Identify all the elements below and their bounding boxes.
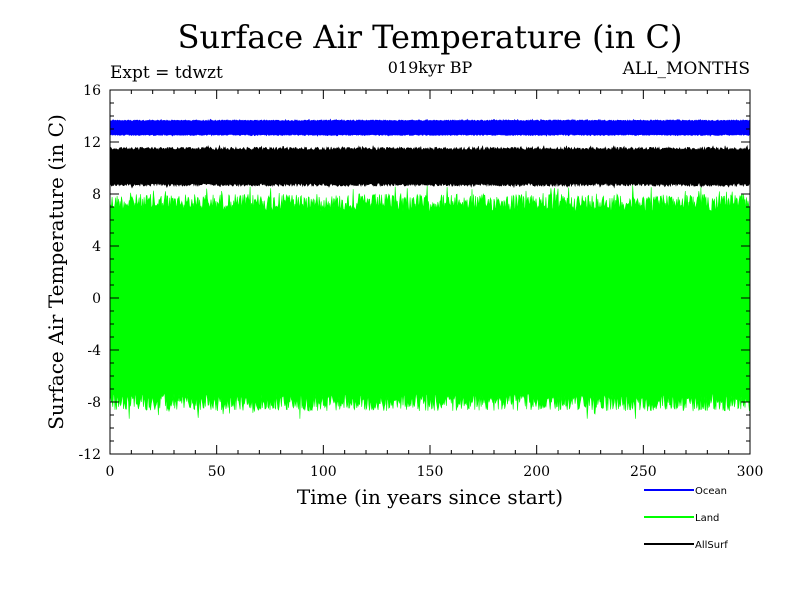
y-tick-label: 8 [92, 187, 101, 203]
series-layer [109, 118, 751, 419]
y-tick-label: -8 [87, 395, 101, 411]
y-axis-label: Surface Air Temperature (in C) [44, 114, 68, 430]
x-tick-label: 0 [106, 464, 115, 480]
series-allsurf [109, 144, 751, 189]
x-tick-label: 50 [208, 464, 226, 480]
axis-layer: -12 -8 -4 0 4 8 12 16 0 50 100 150 200 250 300 [78, 83, 763, 480]
y-tick-label: 16 [83, 83, 101, 99]
y-tick-label: -4 [87, 343, 101, 359]
x-tick-label: 250 [630, 464, 657, 480]
y-tick-label: -12 [78, 447, 101, 463]
y-tick-label: 4 [92, 239, 101, 255]
x-axis-label: Time (in years since start) [297, 485, 563, 509]
y-tick-label: 12 [83, 135, 101, 151]
x-tick-label: 200 [523, 464, 550, 480]
y-tick-label: 0 [92, 291, 101, 307]
plot-frame [109, 89, 751, 455]
x-tick-label: 100 [310, 464, 337, 480]
legend: Ocean Land AllSurf [644, 486, 728, 551]
legend-label-land: Land [695, 513, 719, 524]
series-land [109, 185, 751, 419]
series-ocean [109, 118, 751, 137]
legend-label-allsurf: AllSurf [695, 540, 728, 551]
chart-title: Surface Air Temperature (in C) [178, 18, 683, 56]
legend-label-ocean: Ocean [695, 486, 727, 497]
x-tick-label: 300 [737, 464, 764, 480]
months-label: ALL_MONTHS [622, 59, 750, 79]
experiment-label: Expt = tdwzt [110, 63, 223, 83]
chart-subtitle: 019kyr BP [388, 58, 473, 77]
x-tick-label: 150 [417, 464, 444, 480]
